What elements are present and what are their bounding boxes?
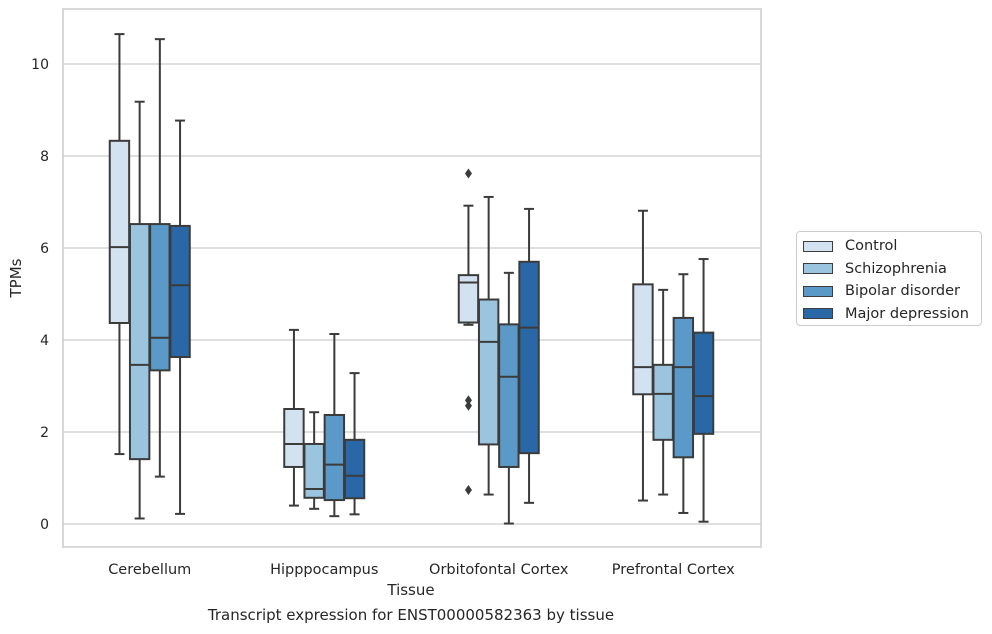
y-tick-label: 4 [40,333,49,349]
y-tick-label: 8 [40,149,49,165]
box-iqr [518,260,540,455]
outlier-point [464,395,472,406]
y-tick-label: 2 [40,425,49,441]
legend-label: Bipolar disorder [845,283,960,300]
x-tick-label: Prefrontal Cortex [612,562,735,578]
box-iqr [632,283,654,396]
legend-swatch [803,308,833,320]
box-bipolar-disorder [149,38,171,478]
legend-swatch [803,240,833,252]
outlier-point [464,484,472,495]
box-control [457,168,480,495]
box-iqr [149,223,171,372]
box-schizophrenia [652,288,674,496]
legend-swatch [803,285,833,297]
outlier-point [464,168,472,179]
y-axis-label: TPMs [7,258,25,298]
legend-item: Schizophrenia [803,258,981,281]
x-tick-label: Orbitofontal Cortex [429,562,569,578]
box-iqr [128,223,151,461]
x-axis-label: Tissue [386,581,434,599]
box-iqr [477,298,500,446]
legend: Control Schizophrenia Bipolar disorder Majo… [796,231,982,326]
box-bipolar-disorder [323,333,346,518]
box-schizophrenia [128,100,151,520]
box-control [108,33,131,456]
box-iqr [283,408,305,468]
y-tick-label: 6 [40,241,49,257]
box-iqr [652,363,674,441]
x-tick-label: Hipppocampus [270,562,378,578]
box-iqr [498,323,520,468]
box-control [632,209,654,502]
legend-label: Major depression [845,305,969,322]
legend-label: Control [845,238,898,255]
box-iqr [672,316,695,459]
box-major-depression [518,207,540,504]
x-tick-label: Cerebellum [108,562,191,578]
legend-label: Schizophrenia [845,260,947,277]
box-series [108,33,715,525]
box-major-depression [692,258,715,523]
y-tick-label: 10 [31,57,49,73]
legend-item: Control [803,235,981,258]
figure-caption: Transcript expression for ENST0000058236… [207,606,615,624]
legend-swatch [803,263,833,275]
y-tick-labels: 0 2 4 6 8 10 [31,57,49,533]
box-iqr [323,413,346,502]
box-iqr [692,331,715,435]
box-iqr [169,224,191,359]
box-control [283,328,305,507]
box-major-depression [169,119,191,515]
box-major-depression [343,372,366,516]
x-tick-labels: Cerebellum Hipppocampus Orbitofontal Corte… [108,562,735,578]
box-iqr [108,139,131,324]
legend-item: Major depression [803,303,981,326]
outlier-point [464,400,472,411]
box-iqr [343,438,366,500]
y-tick-label: 0 [40,517,49,533]
legend-item: Bipolar disorder [803,280,981,303]
box-bipolar-disorder [498,271,520,525]
